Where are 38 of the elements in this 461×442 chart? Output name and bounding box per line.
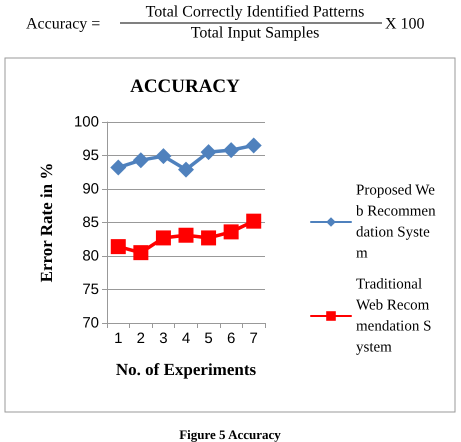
point xyxy=(110,160,126,176)
point xyxy=(178,162,194,178)
x-tick-label: 2 xyxy=(136,330,146,347)
y-tick-label: 85 xyxy=(82,214,99,231)
y-axis-title: Error Rate in % xyxy=(37,162,56,282)
legend-label: Proposed Web Recommendation System xyxy=(356,182,436,262)
point xyxy=(223,142,240,158)
point xyxy=(110,239,126,254)
point xyxy=(246,137,262,154)
y-tick-label: 100 xyxy=(74,114,99,130)
text: X 100 xyxy=(385,16,425,32)
point xyxy=(155,148,172,164)
x-tick-label: 1 xyxy=(114,330,122,347)
x-tick-label: 7 xyxy=(250,330,258,347)
chart-title: ACCURACY xyxy=(130,76,240,97)
point xyxy=(246,214,262,229)
y-tick-label: 80 xyxy=(82,248,99,264)
x-tick-label: 6 xyxy=(226,330,236,347)
point xyxy=(178,228,194,243)
point xyxy=(133,245,148,260)
point xyxy=(201,230,216,246)
y-tick-label: 70 xyxy=(82,314,99,332)
text: Total Correctly Identified Patterns xyxy=(146,4,364,20)
point xyxy=(200,144,217,160)
legend-label: Traditional Web Recommendation System xyxy=(356,276,432,356)
y-tick-label: 75 xyxy=(82,281,99,298)
point xyxy=(156,230,171,246)
caption: Figure 5 Accuracy xyxy=(179,427,282,442)
y-tick-label: 95 xyxy=(82,147,99,164)
text: Accuracy = xyxy=(26,16,100,32)
x-tick-label: 3 xyxy=(159,330,168,347)
x-tick-label: 4 xyxy=(182,330,190,347)
x-axis-title: No. of Experiments xyxy=(116,360,256,379)
point xyxy=(132,152,149,168)
y-tick-label: 90 xyxy=(82,180,99,198)
point xyxy=(224,224,239,240)
text: Total Input Samples xyxy=(190,24,320,42)
x-tick-label: 5 xyxy=(204,330,213,347)
